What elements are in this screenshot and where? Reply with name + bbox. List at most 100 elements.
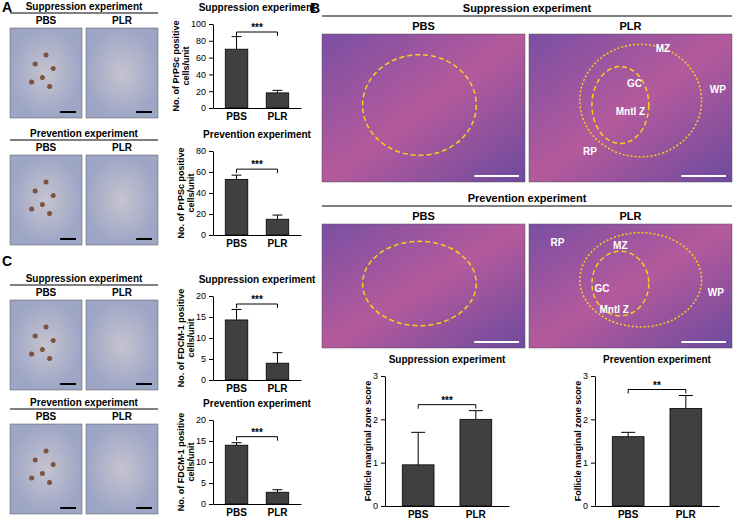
chart-title: Suppression experiment xyxy=(199,274,316,285)
y-tick-mark xyxy=(209,24,213,25)
y-tick-mark xyxy=(591,463,595,464)
region-label: RP xyxy=(550,237,564,248)
image-group: Suppression experimentPBSPLRMZGCMntl ZWP… xyxy=(322,2,732,182)
image-group-title: Suppression experiment xyxy=(26,1,143,12)
scale-bar xyxy=(60,238,76,240)
significance-label: *** xyxy=(251,427,263,438)
y-axis: 05101520 xyxy=(196,415,214,509)
error-bar xyxy=(621,432,635,436)
image-group: Prevention experimentPBSPLR xyxy=(10,397,158,514)
significance-label: *** xyxy=(251,22,263,33)
y-tick-label: 40 xyxy=(196,188,206,198)
title-rule xyxy=(10,13,158,14)
bar xyxy=(670,409,702,507)
x-tick: PLR xyxy=(267,108,288,122)
y-tick-label: 3 xyxy=(373,371,378,381)
region-label: Mntl Z xyxy=(616,106,645,117)
micrograph xyxy=(86,300,158,390)
follicle-outline xyxy=(363,241,477,325)
micrograph xyxy=(529,34,732,182)
y-tick-mark xyxy=(209,193,213,194)
image-label: PBS xyxy=(412,210,435,222)
y-tick-mark xyxy=(209,74,213,75)
chart-title: Prevention experiment xyxy=(203,129,311,140)
image-label: PBS xyxy=(36,287,57,298)
y-tick-mark xyxy=(209,235,213,236)
y-tick: 20 xyxy=(196,209,213,219)
chart-title: Prevention experiment xyxy=(203,398,311,409)
scale-bar xyxy=(136,383,152,385)
title-rule xyxy=(10,285,158,286)
stain-spot xyxy=(44,325,49,330)
plot-area xyxy=(225,37,288,108)
y-axis: 020406080 xyxy=(196,146,214,240)
y-tick-label: 1 xyxy=(583,458,588,468)
stain-spot xyxy=(33,62,38,67)
bar xyxy=(225,179,248,235)
x-axis-line xyxy=(214,380,302,381)
germinal-center-outline xyxy=(592,251,649,315)
chart-title: Suppression experiment xyxy=(199,2,316,13)
stain-spot xyxy=(44,449,49,454)
y-tick-label: 20 xyxy=(196,415,206,425)
error-bar xyxy=(469,411,483,420)
stain-spot xyxy=(51,338,56,343)
y-tick-mark xyxy=(209,317,213,318)
stain-spot xyxy=(40,347,45,352)
plot-area xyxy=(402,411,491,506)
error-bar xyxy=(273,353,283,364)
scale-bar xyxy=(60,507,76,509)
image-group-title: Prevention experiment xyxy=(30,397,138,408)
y-axis-line xyxy=(213,421,214,505)
region-label: WP xyxy=(708,287,724,298)
y-tick-mark xyxy=(591,376,595,377)
y-tick-label: 60 xyxy=(196,167,206,177)
chart-title: Suppression experiment xyxy=(389,354,506,365)
stain-spot xyxy=(29,80,34,85)
x-axis: PBSPLR xyxy=(596,506,720,520)
micrograph xyxy=(10,424,82,514)
y-tick-label: 1 xyxy=(373,458,378,468)
x-tick: PBS xyxy=(226,235,247,249)
bar-chart: Suppression experiment020406080100PBSPLR… xyxy=(171,2,316,122)
y-tick-label: 10 xyxy=(196,333,206,343)
y-axis-title: Follicle marginal zone score xyxy=(363,381,373,502)
y-axis-title: Follicle marginal zone score xyxy=(573,381,583,502)
y-axis-line xyxy=(385,377,386,507)
stain-spot xyxy=(47,356,52,361)
region-label: MZ xyxy=(613,240,627,251)
y-tick-label: 2 xyxy=(373,415,378,425)
y-axis-title-line: cells/unit xyxy=(186,442,196,481)
x-axis-line xyxy=(214,504,302,505)
y-tick-mark xyxy=(209,504,213,505)
title-rule xyxy=(10,409,158,410)
title-rule xyxy=(322,16,732,17)
image-group-title: Prevention experiment xyxy=(30,128,138,139)
y-tick-label: 0 xyxy=(201,499,206,509)
x-tick-label: PBS xyxy=(618,509,639,520)
figure: ASuppression experimentPBSPLRPrevention … xyxy=(0,0,737,529)
error-bar xyxy=(232,37,242,50)
error-bar xyxy=(232,175,242,179)
plot-area xyxy=(612,396,701,507)
error-bar xyxy=(232,443,242,446)
x-axis: PBSPLR xyxy=(214,504,302,518)
follicle-outline xyxy=(580,233,702,327)
x-tick-label: PLR xyxy=(267,507,288,518)
image-group-title: Prevention experiment xyxy=(468,192,587,204)
y-axis-line xyxy=(595,377,596,507)
y-tick: 0 xyxy=(201,103,213,113)
y-tick-label: 5 xyxy=(201,354,206,364)
stain-spot xyxy=(33,458,38,463)
germinal-center-outline xyxy=(592,67,649,144)
y-tick-label: 100 xyxy=(191,19,206,29)
y-tick: 80 xyxy=(196,36,213,46)
region-label: MZ xyxy=(656,43,670,54)
x-axis: PBSPLR xyxy=(386,506,510,520)
significance-label: *** xyxy=(251,159,263,170)
y-tick-mark xyxy=(209,462,213,463)
image-label: PLR xyxy=(112,15,133,26)
scale-bar xyxy=(136,111,152,113)
image-label: PBS xyxy=(412,20,435,32)
micrograph xyxy=(10,28,82,118)
